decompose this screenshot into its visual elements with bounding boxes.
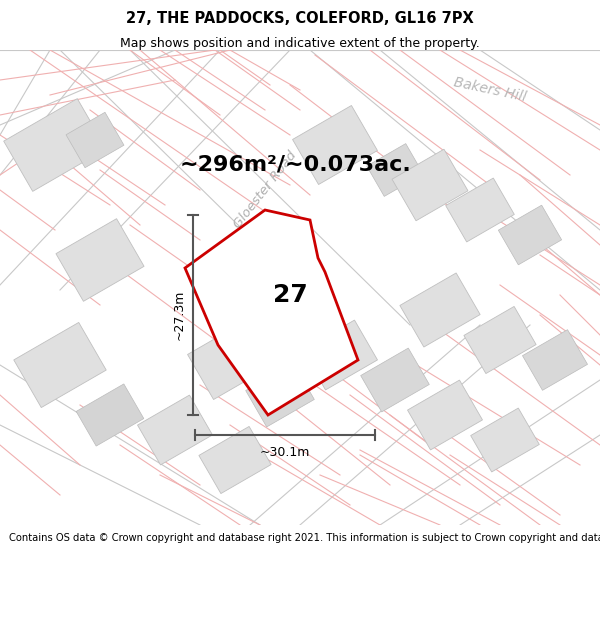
Polygon shape xyxy=(293,106,377,184)
Text: Gloester Road: Gloester Road xyxy=(231,149,299,231)
Polygon shape xyxy=(523,329,587,391)
Text: ~30.1m: ~30.1m xyxy=(260,446,310,459)
Polygon shape xyxy=(4,99,106,191)
Polygon shape xyxy=(367,144,423,196)
Polygon shape xyxy=(400,273,480,347)
Text: ~27.3m: ~27.3m xyxy=(173,290,185,340)
Text: 27: 27 xyxy=(272,283,307,307)
Polygon shape xyxy=(66,112,124,168)
Polygon shape xyxy=(14,322,106,408)
Polygon shape xyxy=(185,210,358,415)
Polygon shape xyxy=(245,363,314,427)
Text: 27, THE PADDOCKS, COLEFORD, GL16 7PX: 27, THE PADDOCKS, COLEFORD, GL16 7PX xyxy=(126,11,474,26)
Polygon shape xyxy=(188,321,272,399)
Polygon shape xyxy=(56,219,144,301)
Polygon shape xyxy=(361,348,430,412)
Polygon shape xyxy=(199,426,271,494)
Polygon shape xyxy=(499,205,562,265)
Polygon shape xyxy=(137,395,212,465)
Polygon shape xyxy=(76,384,144,446)
Polygon shape xyxy=(464,306,536,374)
Text: Bakers Hill: Bakers Hill xyxy=(452,76,527,104)
Text: Map shows position and indicative extent of the property.: Map shows position and indicative extent… xyxy=(120,38,480,51)
Polygon shape xyxy=(302,320,377,390)
Polygon shape xyxy=(470,408,539,472)
Text: Contains OS data © Crown copyright and database right 2021. This information is : Contains OS data © Crown copyright and d… xyxy=(9,533,600,543)
Polygon shape xyxy=(446,178,514,242)
Polygon shape xyxy=(407,380,482,450)
Polygon shape xyxy=(392,149,468,221)
Text: ~296m²/~0.073ac.: ~296m²/~0.073ac. xyxy=(179,155,411,175)
